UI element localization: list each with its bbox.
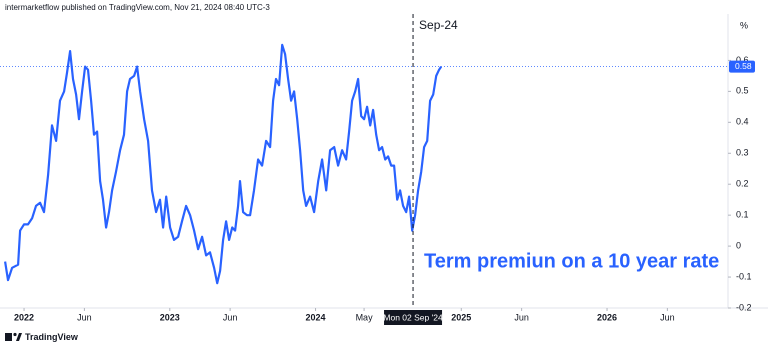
y-tick-label: 0.6 — [736, 55, 749, 65]
y-tick-label: -0.2 — [736, 302, 752, 312]
x-tick-label: 2022 — [14, 312, 34, 322]
x-tick-label: 2024 — [306, 312, 326, 322]
crosshair-label: Mon 02 Sep '24 — [383, 312, 443, 322]
x-tick-label: Jun — [514, 312, 529, 322]
y-tick-label: -0.1 — [736, 271, 752, 281]
y-tick-label: 0 — [736, 240, 741, 250]
last-value-box — [729, 60, 755, 73]
x-tick-label: Jun — [223, 312, 238, 322]
x-tick-label: Jun — [77, 312, 92, 322]
x-tick-label: 2023 — [160, 312, 180, 322]
header: intermarketflow published on TradingView… — [5, 3, 270, 12]
x-tick-label: 2025 — [451, 312, 471, 322]
footer: TradingView — [25, 332, 79, 342]
unit-label: % — [740, 20, 748, 30]
y-tick-label: 0.1 — [736, 210, 749, 220]
x-tick-label: Jun — [660, 312, 675, 322]
y-tick-label: 0.4 — [736, 117, 749, 127]
crosshair-tag: Sep-24 — [419, 18, 458, 32]
annotation: Term premiun on a 10 year rate — [424, 250, 719, 272]
last-value-label: 0.58 — [735, 61, 752, 71]
series-line — [4, 43, 443, 285]
crosshair-label-box — [384, 310, 443, 325]
logo-mark — [16, 333, 22, 341]
x-tick-label: 2026 — [597, 312, 617, 322]
y-tick-label: 0.2 — [736, 179, 749, 189]
logo-mark — [13, 332, 17, 337]
logo-mark — [5, 333, 12, 341]
logo: TradingView — [5, 332, 79, 342]
y-tick-label: 0.3 — [736, 148, 749, 158]
y-tick-label: 0.5 — [736, 86, 749, 96]
x-tick-label: May — [356, 312, 374, 322]
